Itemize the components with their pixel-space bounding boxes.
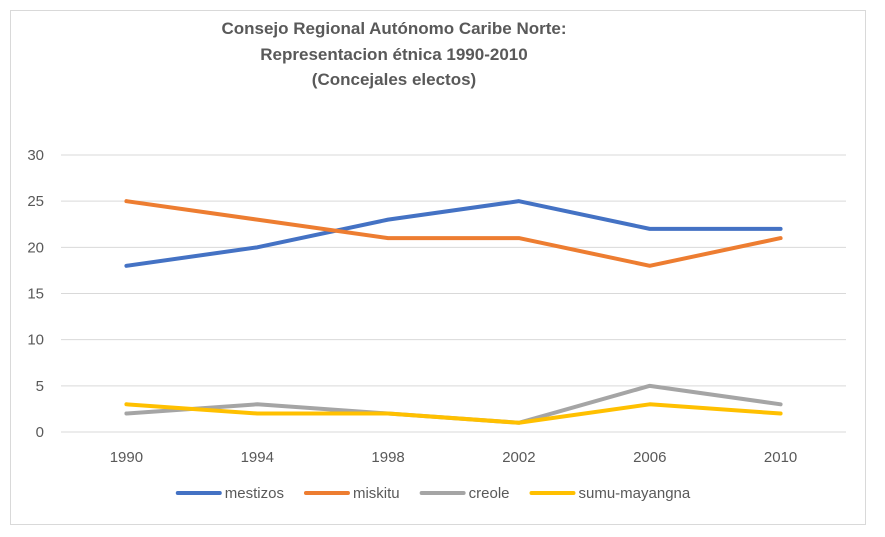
legend-label: sumu-mayangna bbox=[578, 485, 690, 502]
x-tick-label: 1994 bbox=[241, 449, 274, 466]
x-tick-label: 1998 bbox=[371, 449, 404, 466]
chart-title: Consejo Regional Autónomo Caribe Norte: … bbox=[221, 19, 566, 89]
series-line-miskitu bbox=[124, 199, 783, 268]
x-tick-label: 2006 bbox=[633, 449, 666, 466]
series-line-sumu-mayangna bbox=[124, 402, 783, 425]
legend-label: miskitu bbox=[353, 485, 400, 502]
x-axis-ticks: 1990 1994 1998 2002 2006 2010 bbox=[110, 449, 798, 466]
y-axis-ticks: 0 5 10 15 20 25 30 bbox=[27, 147, 44, 441]
y-tick-label: 30 bbox=[27, 147, 44, 164]
legend-item-miskitu: miskitu bbox=[303, 485, 400, 502]
series-line-mestizos bbox=[124, 199, 783, 268]
x-tick-label: 2010 bbox=[764, 449, 797, 466]
legend-label: mestizos bbox=[225, 485, 284, 502]
x-tick-label: 1990 bbox=[110, 449, 143, 466]
series-lines bbox=[124, 199, 783, 425]
x-tick-label: 2002 bbox=[502, 449, 535, 466]
legend-label: creole bbox=[469, 485, 510, 502]
y-tick-label: 10 bbox=[27, 332, 44, 349]
legend-item-creole: creole bbox=[419, 485, 510, 502]
y-tick-label: 25 bbox=[27, 193, 44, 210]
y-tick-label: 0 bbox=[36, 424, 44, 441]
legend-item-sumu-mayangna: sumu-mayangna bbox=[529, 485, 691, 502]
legend: mestizos miskitu creole sumu-mayangna bbox=[175, 485, 691, 502]
gridlines bbox=[61, 154, 846, 433]
line-chart: Consejo Regional Autónomo Caribe Norte: … bbox=[27, 19, 846, 502]
y-tick-label: 15 bbox=[27, 286, 44, 303]
legend-item-mestizos: mestizos bbox=[175, 485, 284, 502]
y-tick-label: 5 bbox=[36, 378, 44, 395]
y-tick-label: 20 bbox=[27, 239, 44, 256]
title-line-2: Representacion étnica 1990-2010 bbox=[260, 45, 527, 64]
chart-frame: Consejo Regional Autónomo Caribe Norte: … bbox=[10, 10, 866, 525]
title-line-1: Consejo Regional Autónomo Caribe Norte: bbox=[221, 19, 566, 38]
title-line-3: (Concejales electos) bbox=[312, 70, 476, 89]
